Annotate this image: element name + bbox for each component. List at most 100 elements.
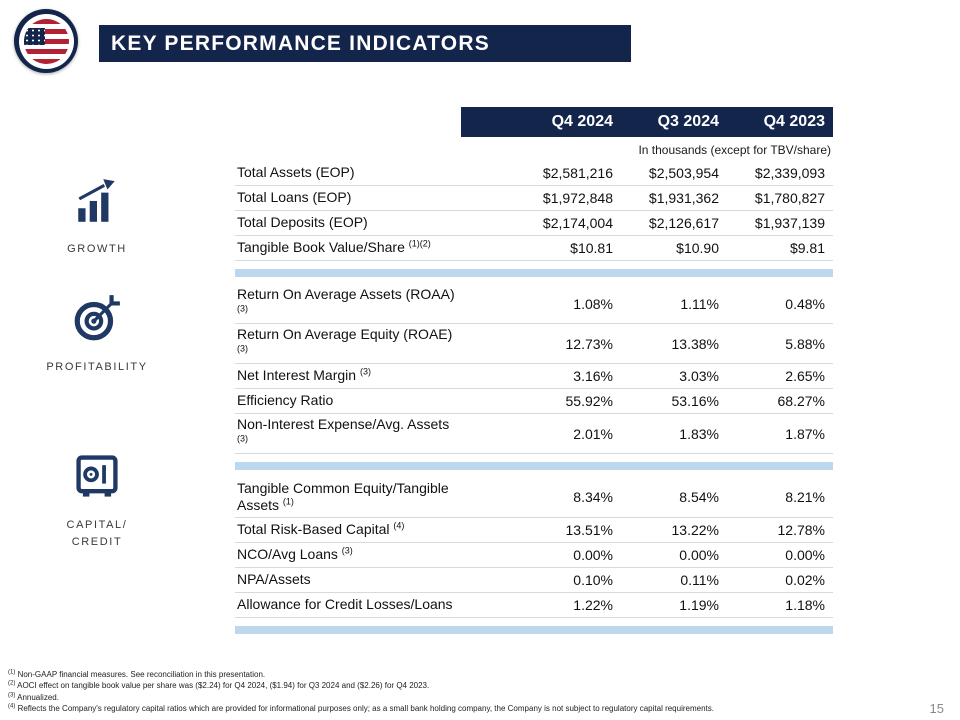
value-cell: 0.11% <box>680 572 719 588</box>
table-row: Net Interest Margin (3) 3.16% 3.03% 2.65… <box>235 364 833 389</box>
value-cell: 5.88% <box>785 335 825 352</box>
footnote-marker: (2) <box>8 680 16 687</box>
value-cell: 1.18% <box>785 597 825 613</box>
category-label: PROFITABILITY <box>46 361 148 373</box>
row-label: Tangible Book Value/Share (1)(2) <box>235 237 461 259</box>
value-cell: 0.10% <box>573 572 613 588</box>
footnote-ref: (3) <box>341 545 353 556</box>
row-label: Total Assets (EOP) <box>235 162 461 184</box>
row-label-text: NCO/Avg Loans <box>237 546 338 563</box>
row-label: Non-Interest Expense/Avg. Assets (3) <box>235 414 461 453</box>
footnote-marker: (1) <box>8 669 16 676</box>
row-label: Efficiency Ratio <box>235 390 461 412</box>
value-cell: 8.34% <box>573 489 613 505</box>
table-row: Non-Interest Expense/Avg. Assets (3) 2.0… <box>235 414 833 454</box>
row-label: Tangible Common Equity/Tangible Assets (… <box>235 478 461 517</box>
row-label-text: Total Deposits (EOP) <box>237 214 368 231</box>
value-cell: $2,581,216 <box>542 165 613 181</box>
company-logo <box>14 9 78 73</box>
row-label: Total Loans (EOP) <box>235 187 461 209</box>
value-cell: $2,503,954 <box>648 165 719 181</box>
row-label-text: Total Assets (EOP) <box>237 164 355 181</box>
value-cell: 12.78% <box>777 522 825 538</box>
row-label-text: Non-Interest Expense/Avg. Assets <box>237 416 450 432</box>
table-row: Tangible Book Value/Share (1)(2) $10.81 … <box>235 236 833 261</box>
table-row: Total Assets (EOP) $2,581,216 $2,503,954… <box>235 161 833 186</box>
category-capital-credit: CAPITAL/ CREDIT <box>37 450 157 550</box>
column-header-q4-2023: Q4 2023 <box>763 113 825 130</box>
value-cell: 53.16% <box>671 393 719 409</box>
value-cell: 0.00% <box>679 547 719 563</box>
footnote-ref: (3) <box>237 432 248 443</box>
value-cell: 13.38% <box>671 335 719 352</box>
units-note: In thousands (except for TBV/share) <box>638 143 831 157</box>
footnote-ref: (3) <box>237 302 248 313</box>
row-label: Total Deposits (EOP) <box>235 212 461 234</box>
value-cell: 1.87% <box>785 425 825 442</box>
capital-safe-icon <box>71 450 123 507</box>
value-cell: $10.90 <box>676 240 719 256</box>
row-label-text: Efficiency Ratio <box>237 392 334 409</box>
flag-emblem-icon <box>23 18 69 64</box>
growth-bar-chart-icon <box>72 178 122 231</box>
value-cell: 13.51% <box>565 522 613 538</box>
value-cell: 2.65% <box>785 368 825 384</box>
value-cell: 8.21% <box>785 489 825 505</box>
footnote-line: (1) Non-GAAP financial measures. See rec… <box>8 669 848 680</box>
section-divider <box>235 269 833 277</box>
category-growth: GROWTH <box>37 178 157 258</box>
table-header-row: Q4 2024 Q3 2024 Q4 2023 <box>461 107 833 139</box>
row-label: Net Interest Margin (3) <box>235 365 461 387</box>
footnote-marker: (3) <box>8 691 16 698</box>
row-label-text: Tangible Common Equity/Tangible Assets <box>237 479 449 514</box>
footnote-ref: (3) <box>237 342 248 353</box>
category-label: CAPITAL/ CREDIT <box>66 519 128 548</box>
footnote-line: (3) Annualized. <box>8 692 848 703</box>
value-cell: 3.16% <box>573 368 613 384</box>
profitability-target-icon <box>71 292 123 349</box>
section-divider <box>235 626 833 634</box>
value-cell: 55.92% <box>565 393 613 409</box>
footnote-ref: (4) <box>393 520 405 531</box>
value-cell: 0.00% <box>785 547 825 563</box>
row-label-text: NPA/Assets <box>237 571 311 588</box>
value-cell: 1.19% <box>679 597 719 613</box>
value-cell: 1.08% <box>573 295 613 312</box>
value-cell: 1.11% <box>680 295 719 312</box>
table-row: Total Deposits (EOP) $2,174,004 $2,126,6… <box>235 211 833 236</box>
footnote-text: Reflects the Company's regulatory capita… <box>17 703 714 713</box>
value-cell: 0.00% <box>573 547 613 563</box>
table-row: Return On Average Assets (ROAA) (3) 1.08… <box>235 284 833 324</box>
value-cell: $9.81 <box>789 240 825 256</box>
row-label-text: Total Risk-Based Capital <box>237 521 390 538</box>
column-header-q3-2024: Q3 2024 <box>657 113 719 130</box>
table-row: NPA/Assets 0.10% 0.11% 0.02% <box>235 568 833 593</box>
flag-canton <box>23 27 45 45</box>
row-label: Return On Average Assets (ROAA) (3) <box>235 284 461 323</box>
value-cell: $1,780,827 <box>754 190 825 206</box>
row-label-text: Net Interest Margin <box>237 367 357 384</box>
kpi-table: Q4 2024 Q3 2024 Q4 2023 In thousands (ex… <box>235 107 833 641</box>
table-row: Total Risk-Based Capital (4) 13.51% 13.2… <box>235 518 833 543</box>
page-number: 15 <box>929 701 944 716</box>
footnote-text: Annualized. <box>17 692 59 702</box>
table-row: Allowance for Credit Losses/Loans 1.22% … <box>235 593 833 618</box>
row-label: NCO/Avg Loans (3) <box>235 544 461 566</box>
value-cell: 1.22% <box>573 597 613 613</box>
value-cell: 0.48% <box>785 295 825 312</box>
row-label: Return On Average Equity (ROAE) (3) <box>235 324 461 363</box>
row-label: NPA/Assets <box>235 569 461 591</box>
category-profitability: PROFITABILITY <box>37 292 157 376</box>
column-header-q4-2024: Q4 2024 <box>551 113 613 130</box>
row-label-text: Tangible Book Value/Share <box>237 239 405 256</box>
footnotes: (1) Non-GAAP financial measures. See rec… <box>8 669 848 714</box>
value-cell: $2,174,004 <box>542 215 613 231</box>
value-cell: 8.54% <box>679 489 719 505</box>
footnote-text: AOCI effect on tangible book value per s… <box>17 681 430 691</box>
footnote-ref: (3) <box>359 366 371 377</box>
value-cell: $2,126,617 <box>648 215 719 231</box>
table-row: Return On Average Equity (ROAE) (3) 12.7… <box>235 324 833 364</box>
value-cell: 2.01% <box>573 425 613 442</box>
value-cell: $1,972,848 <box>542 190 613 206</box>
